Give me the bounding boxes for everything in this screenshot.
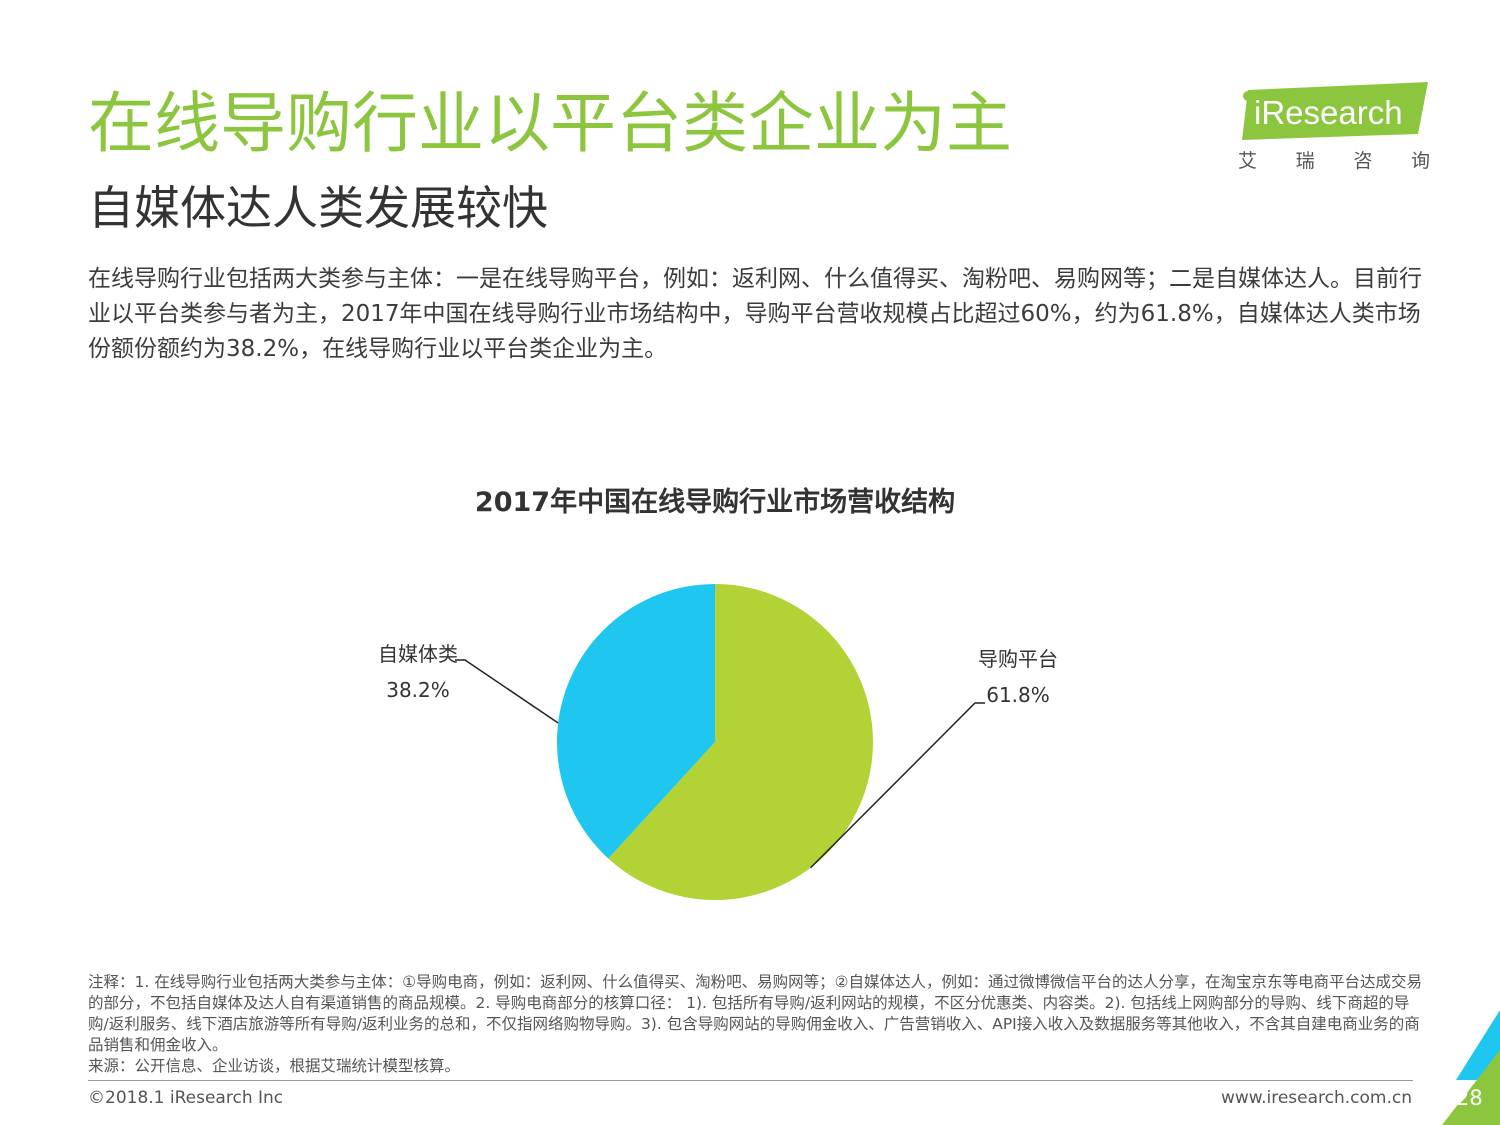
copyright: ©2018.1 iResearch Inc [88,1088,284,1108]
logo-cn-text: 艾 瑞 咨 询 [1238,146,1430,173]
logo-brand-text: iResearch [1254,94,1403,131]
footnotes: 注释：1. 在线导购行业包括两大类参与主体：①导购电商，例如：返利网、什么值得买… [88,972,1428,1077]
footer-divider [88,1080,1413,1081]
slice-label: 导购平台 [978,647,1058,671]
note-text: 注释：1. 在线导购行业包括两大类参与主体：①导购电商，例如：返利网、什么值得买… [88,973,1423,1054]
slice-label: 自媒体类 [378,642,458,666]
leader-line [810,702,985,869]
iresearch-logo: iResearch [1234,80,1430,172]
logo-cn-char: 艾 [1238,150,1258,172]
slice-value-label: 38.2% [386,678,450,702]
leader-line [455,659,559,724]
intro-paragraph: 在线导购行业包括两大类参与主体：一是在线导购平台，例如：返利网、什么值得买、淘粉… [88,266,1422,362]
slice-value-label: 61.8% [986,683,1050,707]
source-text: 来源：公开信息、企业访谈，根据艾瑞统计模型核算。 [88,1057,461,1075]
page-number: 28 [1456,1086,1483,1110]
corner-decoration [1442,1010,1500,1125]
logo-cn-char: 瑞 [1295,150,1315,172]
page-title: 在线导购行业以平台类企业为主 [88,85,1012,162]
logo-cn-char: 咨 [1353,150,1373,172]
pie-slice [557,584,715,859]
page-subtitle: 自媒体达人类发展较快 [88,181,548,235]
logo-cn-char: 询 [1410,150,1430,172]
website-link[interactable]: www.iresearch.com.cn [1220,1088,1412,1108]
chart-title: 2017年中国在线导购行业市场营收结构 [474,487,956,518]
pie-slice [608,584,874,900]
pie-chart: 导购平台 61.8% 自媒体类 38.2% [378,584,1058,900]
